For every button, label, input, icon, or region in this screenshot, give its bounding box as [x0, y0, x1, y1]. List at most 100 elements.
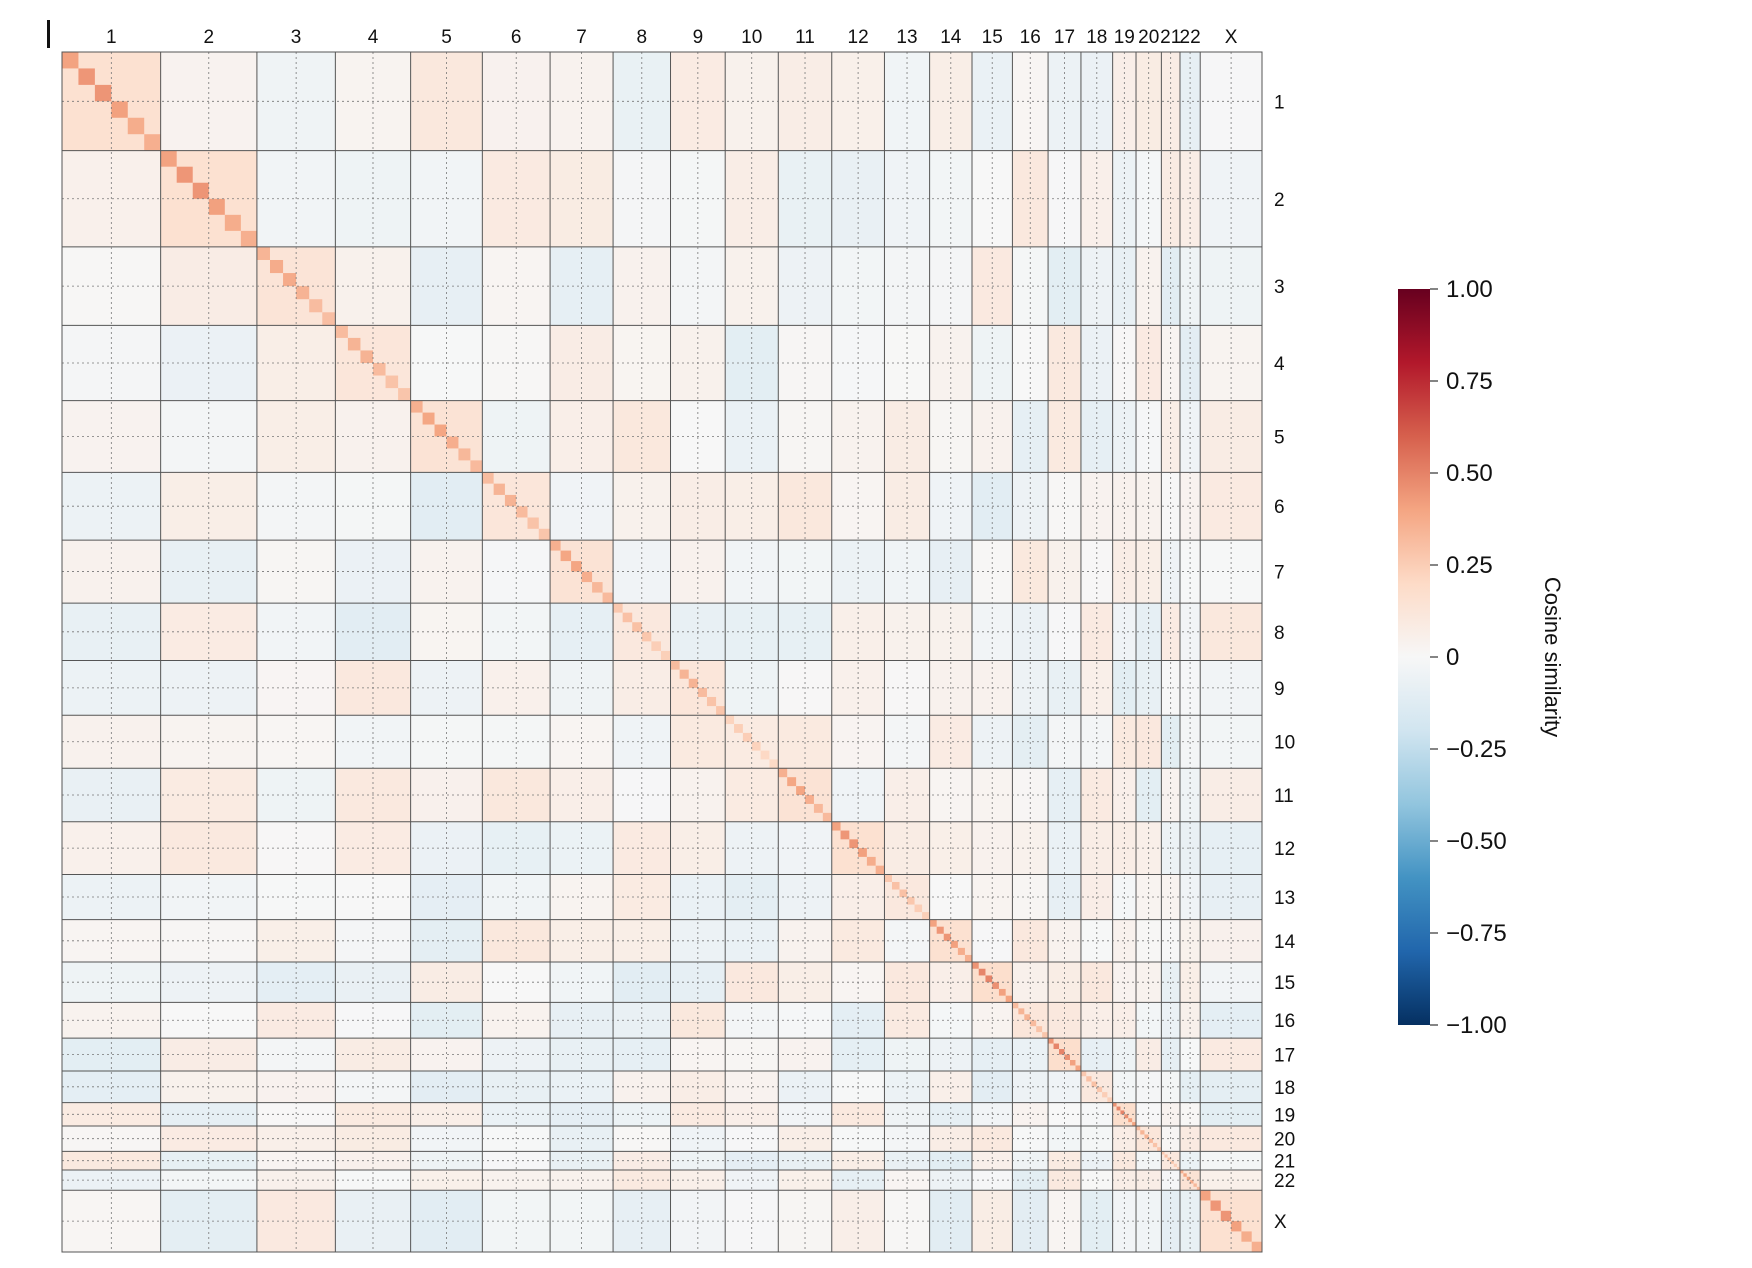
heatmap-diagonal-cell [849, 839, 859, 849]
heatmap-diagonal-cell [1112, 1102, 1117, 1107]
heatmap-diagonal-cell [929, 919, 937, 927]
heatmap-diagonal-cell [1018, 1008, 1025, 1015]
heatmap-block [725, 1102, 779, 1127]
heatmap-diagonal-cell [1116, 1106, 1121, 1111]
heatmap-diagonal-cell [831, 821, 841, 831]
heatmap-diagonal-cell [1161, 1151, 1165, 1155]
heatmap-diagonal-cell [1069, 1059, 1076, 1066]
heatmap-diagonal-cell [1183, 1173, 1187, 1177]
heatmap-diagonal-cell [622, 612, 633, 623]
heatmap-block [1112, 52, 1137, 151]
y-tick-label: 16 [1274, 1011, 1295, 1032]
heatmap-block [929, 1151, 972, 1170]
y-tick-label: 11 [1274, 786, 1294, 807]
heatmap-block [1200, 1169, 1262, 1191]
heatmap-diagonal-cell [1170, 1160, 1174, 1164]
heatmap-diagonal-cell [571, 561, 582, 572]
heatmap-diagonal-cell [160, 150, 177, 167]
heatmap-block [929, 400, 972, 473]
heatmap-block [1048, 1169, 1081, 1191]
heatmap-block [1161, 919, 1180, 962]
y-tick-label: 20 [1274, 1130, 1295, 1151]
heatmap-block [1179, 1190, 1201, 1252]
x-tick-label: 21 [1160, 27, 1181, 48]
heatmap-block [482, 1151, 551, 1170]
heatmap-block [1161, 52, 1180, 151]
heatmap-diagonal-cell [1148, 1138, 1153, 1143]
heatmap-diagonal-cell [1220, 1210, 1232, 1222]
heatmap-diagonal-cell [602, 592, 614, 604]
x-tick-label: 1 [106, 27, 117, 48]
heatmap-block [1112, 1038, 1137, 1071]
y-tick-label: 21 [1274, 1152, 1295, 1173]
y-tick-label: 3 [1274, 277, 1285, 298]
heatmap-diagonal-cell [111, 101, 128, 118]
heatmap-diagonal-cell [778, 768, 788, 778]
heatmap-block [1161, 603, 1180, 661]
heatmap-diagonal-cell [94, 84, 112, 102]
x-tick-label: X [1225, 27, 1238, 48]
x-tick-label: 8 [637, 27, 648, 48]
heatmap-diagonal-cell [651, 641, 661, 651]
heatmap-diagonal-cell [840, 830, 850, 840]
heatmap-matrix [62, 52, 1262, 1252]
heatmap-diagonal-cell [176, 166, 193, 183]
heatmap-diagonal-cell [1210, 1200, 1221, 1211]
heatmap-diagonal-cell [1231, 1221, 1242, 1232]
heatmap-diagonal-cell [347, 337, 361, 351]
heatmap-diagonal-cell [922, 912, 930, 920]
heatmap-block [1179, 768, 1201, 822]
heatmap-diagonal-cell [805, 795, 814, 804]
heatmap-diagonal-cell [688, 678, 698, 688]
heatmap-diagonal-cell [1193, 1183, 1197, 1187]
heatmap-diagonal-cell [697, 687, 707, 697]
heatmap-diagonal-cell [787, 777, 797, 787]
heatmap-diagonal-cell [1136, 1126, 1141, 1131]
heatmap-diagonal-cell [1024, 1014, 1031, 1021]
heatmap-block [256, 1169, 336, 1191]
heatmap-diagonal-cell [296, 286, 310, 300]
heatmap-diagonal-cell [1179, 1169, 1184, 1174]
heatmap-diagonal-cell [493, 483, 505, 495]
y-tick-label: 13 [1274, 888, 1295, 909]
heatmap-diagonal-cell [516, 506, 528, 518]
heatmap-block [1161, 400, 1180, 473]
heatmap-block [778, 1169, 832, 1191]
heatmap-diagonal-cell [796, 786, 806, 796]
x-tick-label: 22 [1180, 27, 1201, 48]
heatmap-diagonal-cell [309, 299, 323, 313]
heatmap-diagonal-cell [208, 198, 225, 215]
heatmap-diagonal-cell [907, 897, 915, 905]
heatmap-diagonal-cell [822, 812, 832, 822]
y-tick-label: 17 [1274, 1046, 1295, 1067]
heatmap-block [1179, 52, 1201, 151]
colorbar-tick-label: 1.00 [1446, 276, 1493, 303]
y-tick-label: 7 [1274, 563, 1285, 584]
y-tick-label: X [1274, 1212, 1287, 1233]
heatmap-block [62, 1169, 161, 1191]
colorbar: 1.00 0.75 0.50 0.25 0 −0.25 −0.50 −0.75 −1.00 Co… [1398, 276, 1565, 1039]
heatmap-diagonal-cell [224, 214, 241, 231]
heatmap-block [1179, 1002, 1201, 1039]
heatmap-block [778, 1151, 832, 1170]
heatmap-block [1112, 540, 1137, 604]
heatmap-diagonal-cell [434, 424, 447, 437]
heatmap-diagonal-cell [360, 350, 373, 363]
x-tick-label: 2 [204, 27, 215, 48]
heatmap-diagonal-cell [1053, 1043, 1060, 1050]
y-tick-label: 22 [1274, 1171, 1295, 1192]
heatmap-diagonal-cell [891, 881, 900, 890]
heatmap-diagonal-cell [446, 436, 459, 449]
heatmap-block [1112, 246, 1137, 326]
heatmap-diagonal-cell [613, 603, 623, 613]
heatmap-diagonal-cell [127, 117, 145, 135]
heatmap-diagonal-cell [1173, 1163, 1177, 1167]
heatmap-block [613, 400, 671, 473]
heatmap-diagonal-cell [269, 259, 284, 274]
heatmap-block [1200, 715, 1262, 769]
heatmap-diagonal-cell [335, 325, 348, 338]
heatmap-block [613, 1102, 671, 1127]
heatmap-block [1179, 603, 1201, 661]
heatmap-block [929, 603, 972, 661]
heatmap-block [1112, 400, 1137, 473]
